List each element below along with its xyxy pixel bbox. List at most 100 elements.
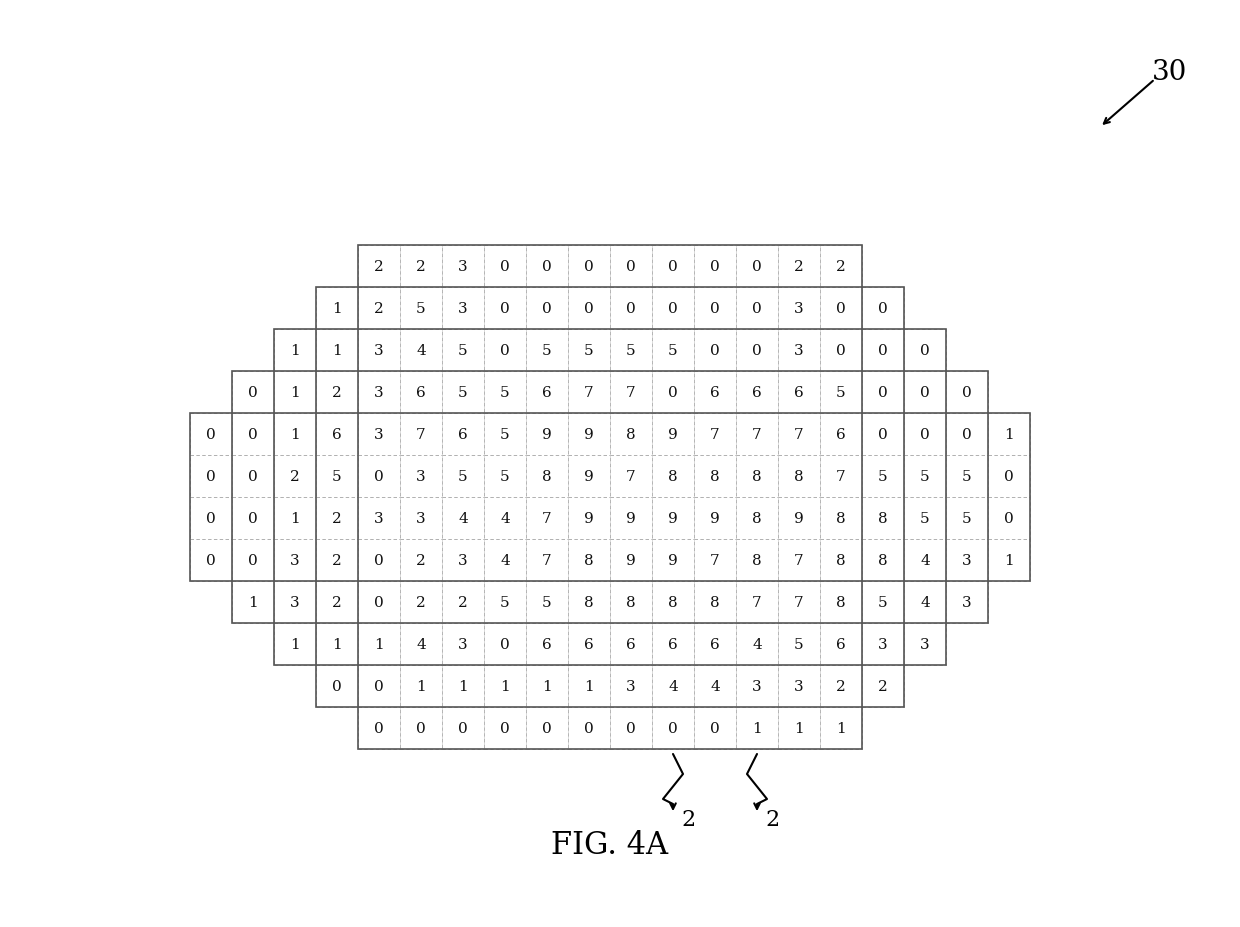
Bar <box>946 413 988 455</box>
Bar <box>441 623 484 666</box>
Text: 5: 5 <box>626 344 636 358</box>
Text: 0: 0 <box>374 469 384 484</box>
Bar <box>316 287 904 707</box>
Text: 0: 0 <box>1004 512 1014 526</box>
Bar <box>358 623 401 666</box>
Text: 0: 0 <box>668 301 678 316</box>
Text: 5: 5 <box>668 344 678 358</box>
Text: 9: 9 <box>584 469 594 484</box>
Bar <box>610 540 652 581</box>
Text: 0: 0 <box>878 301 888 316</box>
Bar <box>862 623 904 666</box>
Text: 0: 0 <box>668 260 678 273</box>
Text: 1: 1 <box>290 427 300 441</box>
Text: 3: 3 <box>417 512 425 526</box>
Bar <box>274 330 946 666</box>
Bar <box>232 372 988 623</box>
Bar <box>694 623 737 666</box>
Text: 0: 0 <box>962 386 972 400</box>
Text: 0: 0 <box>626 301 636 316</box>
Bar <box>441 372 484 413</box>
Bar <box>441 246 484 287</box>
Text: 6: 6 <box>753 386 761 400</box>
Bar <box>526 246 568 287</box>
Text: 5: 5 <box>459 469 467 484</box>
Bar <box>777 246 820 287</box>
Text: 0: 0 <box>206 512 216 526</box>
Bar <box>737 372 777 413</box>
Bar <box>484 666 526 707</box>
Bar <box>401 666 441 707</box>
Bar <box>568 330 610 372</box>
Bar <box>777 498 820 540</box>
Text: 2: 2 <box>374 301 384 316</box>
Bar <box>694 666 737 707</box>
Bar <box>694 455 737 498</box>
Text: 4: 4 <box>920 553 930 567</box>
Bar <box>777 413 820 455</box>
Bar <box>568 413 610 455</box>
Bar <box>862 498 904 540</box>
Bar <box>316 455 358 498</box>
Bar <box>777 666 820 707</box>
Bar <box>652 581 694 623</box>
Bar <box>232 413 274 455</box>
Text: 0: 0 <box>584 721 594 735</box>
Bar <box>610 413 652 455</box>
Text: 8: 8 <box>836 512 846 526</box>
Text: 2: 2 <box>836 260 846 273</box>
Text: 8: 8 <box>626 427 636 441</box>
Text: 9: 9 <box>711 512 720 526</box>
Text: 0: 0 <box>626 260 636 273</box>
Text: 7: 7 <box>584 386 594 400</box>
Text: 2: 2 <box>458 595 467 609</box>
Text: 0: 0 <box>374 679 384 693</box>
Bar <box>904 498 946 540</box>
Text: 1: 1 <box>290 386 300 400</box>
Bar <box>316 413 358 455</box>
Bar <box>610 246 652 287</box>
Bar <box>274 413 316 455</box>
Text: 0: 0 <box>711 301 720 316</box>
Text: 4: 4 <box>668 679 678 693</box>
Bar <box>862 581 904 623</box>
Text: 5: 5 <box>459 386 467 400</box>
Bar <box>190 498 232 540</box>
Text: 3: 3 <box>878 638 888 652</box>
Text: 5: 5 <box>417 301 425 316</box>
Text: 0: 0 <box>878 386 888 400</box>
Bar <box>737 498 777 540</box>
Bar <box>274 498 316 540</box>
Text: 6: 6 <box>417 386 425 400</box>
Text: 0: 0 <box>542 721 552 735</box>
Text: 8: 8 <box>584 553 594 567</box>
Text: 1: 1 <box>332 301 342 316</box>
Bar <box>441 540 484 581</box>
Bar <box>358 372 401 413</box>
Bar <box>441 455 484 498</box>
Bar <box>862 372 904 413</box>
Text: 3: 3 <box>290 553 300 567</box>
Bar <box>484 623 526 666</box>
Bar <box>568 455 610 498</box>
Text: 0: 0 <box>711 721 720 735</box>
Bar <box>484 707 526 749</box>
Bar <box>526 372 568 413</box>
Bar <box>694 287 737 330</box>
Bar <box>904 413 946 455</box>
Text: 8: 8 <box>753 512 761 526</box>
Text: 1: 1 <box>458 679 467 693</box>
Text: 3: 3 <box>459 301 467 316</box>
Bar <box>358 246 862 749</box>
Bar <box>737 623 777 666</box>
Bar <box>610 666 652 707</box>
Bar <box>401 540 441 581</box>
Text: 8: 8 <box>878 553 888 567</box>
Text: 2: 2 <box>332 595 342 609</box>
Bar <box>652 372 694 413</box>
Bar <box>316 540 358 581</box>
Text: 9: 9 <box>626 553 636 567</box>
Bar <box>274 330 316 372</box>
Bar <box>904 623 946 666</box>
Bar <box>232 498 274 540</box>
